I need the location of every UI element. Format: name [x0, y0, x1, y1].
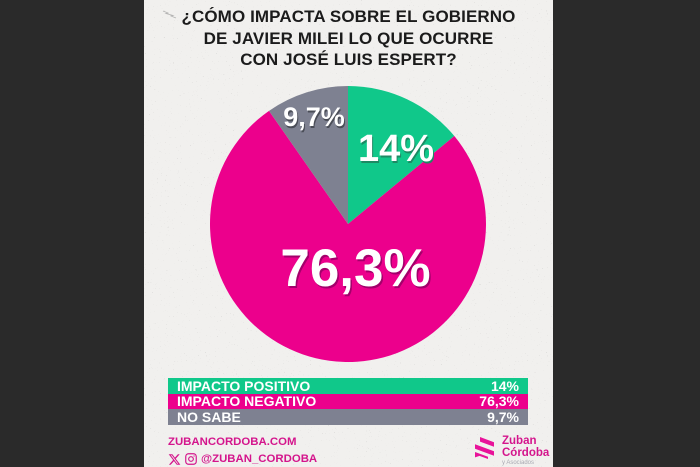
- svg-text:76,3%: 76,3%: [280, 239, 430, 298]
- svg-text:9,7%: 9,7%: [283, 102, 345, 132]
- svg-text:14%: 14%: [358, 128, 434, 170]
